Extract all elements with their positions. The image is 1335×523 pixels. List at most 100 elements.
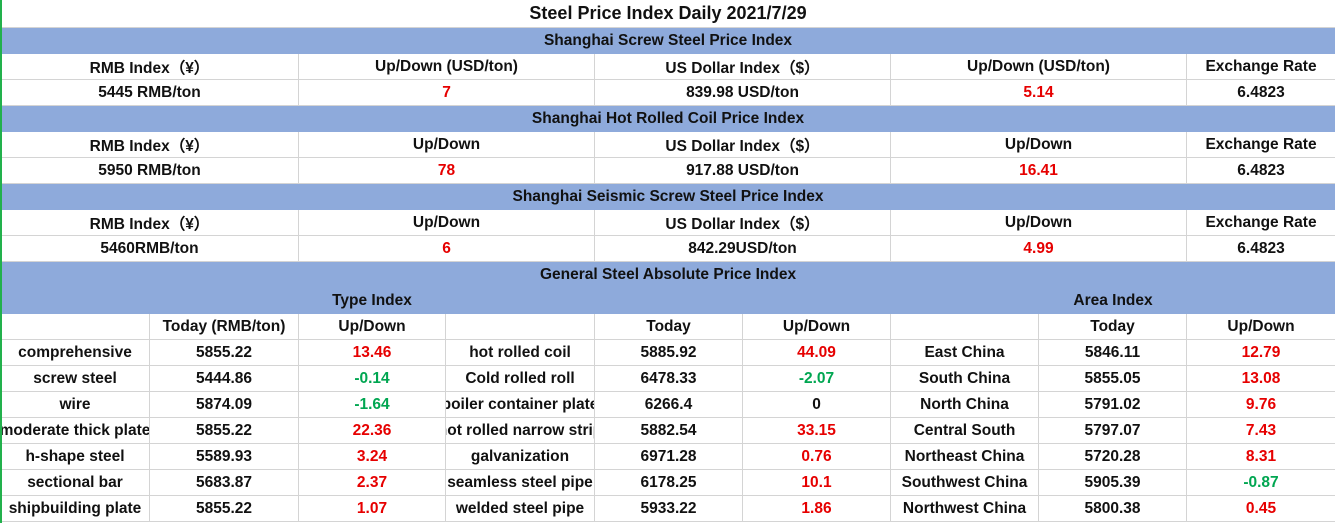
up-down-value[interactable]: -0.14 bbox=[298, 365, 446, 392]
today-value[interactable]: 5444.86 bbox=[149, 365, 299, 392]
today-value[interactable]: 5855.22 bbox=[149, 417, 299, 444]
today-value[interactable]: 6266.4 bbox=[594, 391, 743, 418]
up-down-value[interactable]: -0.87 bbox=[1185, 469, 1335, 496]
today-value[interactable]: 5885.92 bbox=[594, 339, 743, 366]
section-title[interactable]: Shanghai Hot Rolled Coil Price Index bbox=[0, 105, 1335, 132]
up-down-value[interactable]: 2.37 bbox=[298, 469, 446, 496]
item-name[interactable]: East China bbox=[890, 339, 1039, 366]
type-index-header[interactable]: Type Index bbox=[149, 287, 595, 314]
column-header[interactable]: Up/Down (USD/ton) bbox=[890, 53, 1187, 80]
today-value[interactable]: 5874.09 bbox=[149, 391, 299, 418]
column-header[interactable]: Today (RMB/ton) bbox=[149, 313, 299, 340]
item-name[interactable]: shipbuilding plate bbox=[0, 495, 150, 522]
up-down-value[interactable]: 13.08 bbox=[1185, 365, 1335, 392]
item-name[interactable]: moderate thick plate bbox=[0, 417, 150, 444]
item-name[interactable]: seamless steel pipe bbox=[445, 469, 595, 496]
up-down-value[interactable]: 22.36 bbox=[298, 417, 446, 444]
column-header[interactable]: Up/Down bbox=[298, 313, 446, 340]
today-value[interactable]: 5720.28 bbox=[1038, 443, 1187, 470]
column-header[interactable]: Up/Down (USD/ton) bbox=[298, 53, 595, 80]
value-cell[interactable]: 6.4823 bbox=[1185, 79, 1335, 106]
value-cell[interactable]: 4.99 bbox=[890, 235, 1187, 262]
column-header[interactable]: Up/Down bbox=[742, 313, 891, 340]
cell[interactable] bbox=[0, 287, 150, 314]
item-name[interactable]: Northeast China bbox=[890, 443, 1039, 470]
column-header[interactable]: Up/Down bbox=[890, 131, 1187, 158]
up-down-value[interactable]: 0 bbox=[742, 391, 891, 418]
up-down-value[interactable]: 1.07 bbox=[298, 495, 446, 522]
item-name[interactable]: Cold rolled roll bbox=[445, 365, 595, 392]
today-value[interactable]: 5797.07 bbox=[1038, 417, 1187, 444]
today-value[interactable]: 5905.39 bbox=[1038, 469, 1187, 496]
today-value[interactable]: 5791.02 bbox=[1038, 391, 1187, 418]
column-header[interactable]: Today bbox=[594, 313, 743, 340]
value-cell[interactable]: 78 bbox=[298, 157, 595, 184]
up-down-value[interactable]: 8.31 bbox=[1185, 443, 1335, 470]
value-cell[interactable]: 917.88 USD/ton bbox=[594, 157, 891, 184]
item-name[interactable]: welded steel pipe bbox=[445, 495, 595, 522]
column-header[interactable]: Up/Down bbox=[298, 209, 595, 236]
column-header[interactable]: Exchange Rate bbox=[1185, 209, 1335, 236]
today-value[interactable]: 5589.93 bbox=[149, 443, 299, 470]
value-cell[interactable]: 6 bbox=[298, 235, 595, 262]
column-header[interactable]: US Dollar Index（$） bbox=[594, 209, 891, 236]
item-name[interactable]: Northwest China bbox=[890, 495, 1039, 522]
column-header[interactable]: RMB Index（¥） bbox=[0, 53, 299, 80]
item-name[interactable]: wire bbox=[0, 391, 150, 418]
value-cell[interactable]: 16.41 bbox=[890, 157, 1187, 184]
up-down-value[interactable]: -2.07 bbox=[742, 365, 891, 392]
up-down-value[interactable]: -1.64 bbox=[298, 391, 446, 418]
today-value[interactable]: 5855.22 bbox=[149, 495, 299, 522]
item-name[interactable]: comprehensive bbox=[0, 339, 150, 366]
today-value[interactable]: 5933.22 bbox=[594, 495, 743, 522]
today-value[interactable]: 6478.33 bbox=[594, 365, 743, 392]
column-header[interactable]: Exchange Rate bbox=[1185, 131, 1335, 158]
item-name[interactable]: h-shape steel bbox=[0, 443, 150, 470]
up-down-value[interactable]: 12.79 bbox=[1185, 339, 1335, 366]
value-cell[interactable]: 842.29USD/ton bbox=[594, 235, 891, 262]
value-cell[interactable]: 839.98 USD/ton bbox=[594, 79, 891, 106]
up-down-value[interactable]: 9.76 bbox=[1185, 391, 1335, 418]
column-header[interactable]: US Dollar Index（$） bbox=[594, 53, 891, 80]
item-name[interactable]: sectional bar bbox=[0, 469, 150, 496]
item-name[interactable]: hot rolled narrow strip bbox=[445, 417, 595, 444]
item-name[interactable]: Southwest China bbox=[890, 469, 1039, 496]
item-name[interactable]: South China bbox=[890, 365, 1039, 392]
value-cell[interactable]: 6.4823 bbox=[1185, 235, 1335, 262]
column-header[interactable]: US Dollar Index（$） bbox=[594, 131, 891, 158]
column-header[interactable]: Up/Down bbox=[298, 131, 595, 158]
up-down-value[interactable]: 7.43 bbox=[1185, 417, 1335, 444]
column-header[interactable] bbox=[0, 313, 150, 340]
value-cell[interactable]: 6.4823 bbox=[1185, 157, 1335, 184]
item-name[interactable]: boiler container plate bbox=[445, 391, 595, 418]
column-header[interactable]: Today bbox=[1038, 313, 1187, 340]
up-down-value[interactable]: 44.09 bbox=[742, 339, 891, 366]
value-cell[interactable]: 5460RMB/ton bbox=[0, 235, 299, 262]
today-value[interactable]: 6971.28 bbox=[594, 443, 743, 470]
up-down-value[interactable]: 1.86 bbox=[742, 495, 891, 522]
up-down-value[interactable]: 0.76 bbox=[742, 443, 891, 470]
area-index-header[interactable]: Area Index bbox=[889, 287, 1335, 314]
value-cell[interactable]: 5445 RMB/ton bbox=[0, 79, 299, 106]
column-header[interactable] bbox=[890, 313, 1039, 340]
value-cell[interactable]: 5950 RMB/ton bbox=[0, 157, 299, 184]
column-header[interactable]: RMB Index（¥） bbox=[0, 209, 299, 236]
today-value[interactable]: 5846.11 bbox=[1038, 339, 1187, 366]
item-name[interactable]: hot rolled coil bbox=[445, 339, 595, 366]
up-down-value[interactable]: 10.1 bbox=[742, 469, 891, 496]
today-value[interactable]: 5882.54 bbox=[594, 417, 743, 444]
up-down-value[interactable]: 3.24 bbox=[298, 443, 446, 470]
up-down-value[interactable]: 33.15 bbox=[742, 417, 891, 444]
section-title[interactable]: General Steel Absolute Price Index bbox=[0, 261, 1335, 288]
column-header[interactable]: Up/Down bbox=[890, 209, 1187, 236]
column-header[interactable]: RMB Index（¥） bbox=[0, 131, 299, 158]
item-name[interactable]: galvanization bbox=[445, 443, 595, 470]
column-header[interactable]: Up/Down bbox=[1185, 313, 1335, 340]
column-header[interactable] bbox=[445, 313, 595, 340]
cell[interactable] bbox=[594, 287, 891, 314]
today-value[interactable]: 6178.25 bbox=[594, 469, 743, 496]
item-name[interactable]: North China bbox=[890, 391, 1039, 418]
value-cell[interactable]: 7 bbox=[298, 79, 595, 106]
today-value[interactable]: 5683.87 bbox=[149, 469, 299, 496]
today-value[interactable]: 5800.38 bbox=[1038, 495, 1187, 522]
